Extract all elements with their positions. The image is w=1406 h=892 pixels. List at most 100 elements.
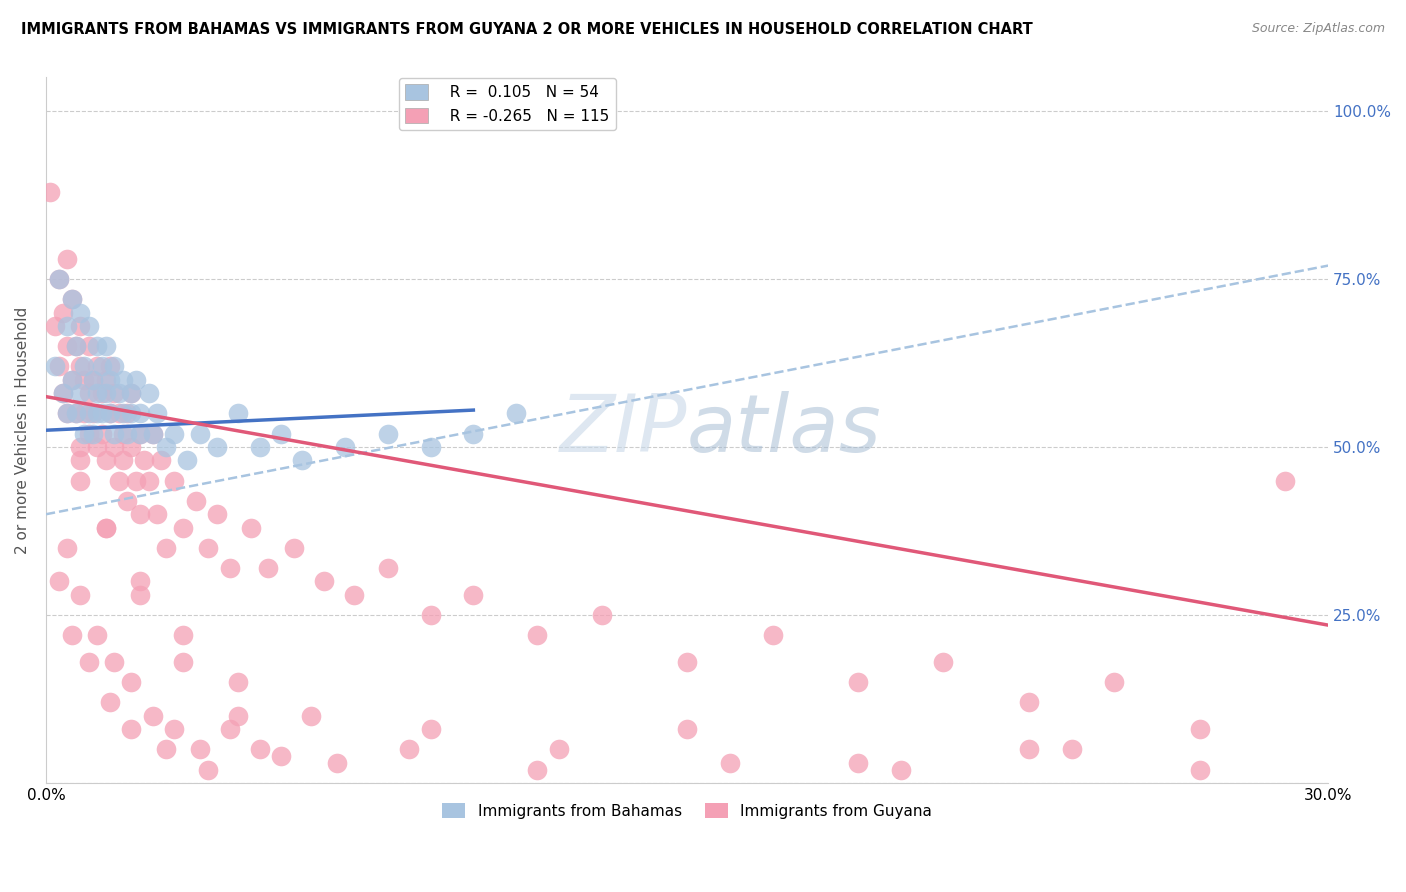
Point <box>98 406 121 420</box>
Point <box>291 453 314 467</box>
Point <box>56 541 79 555</box>
Point <box>176 453 198 467</box>
Point <box>155 742 177 756</box>
Point <box>77 426 100 441</box>
Point <box>69 305 91 319</box>
Point <box>90 386 112 401</box>
Point <box>270 749 292 764</box>
Point <box>107 474 129 488</box>
Point <box>120 386 142 401</box>
Point <box>163 474 186 488</box>
Point <box>69 319 91 334</box>
Point <box>65 406 87 420</box>
Point <box>547 742 569 756</box>
Point <box>48 272 70 286</box>
Point <box>56 406 79 420</box>
Point <box>52 386 75 401</box>
Point <box>86 339 108 353</box>
Point <box>333 440 356 454</box>
Point <box>56 319 79 334</box>
Point <box>86 628 108 642</box>
Point <box>463 426 485 441</box>
Point <box>103 359 125 374</box>
Point <box>249 440 271 454</box>
Point <box>98 406 121 420</box>
Point <box>218 561 240 575</box>
Point <box>257 561 280 575</box>
Point <box>73 359 96 374</box>
Point <box>172 655 194 669</box>
Text: IMMIGRANTS FROM BAHAMAS VS IMMIGRANTS FROM GUYANA 2 OR MORE VEHICLES IN HOUSEHOL: IMMIGRANTS FROM BAHAMAS VS IMMIGRANTS FR… <box>21 22 1033 37</box>
Point <box>86 440 108 454</box>
Point <box>86 386 108 401</box>
Point <box>56 252 79 266</box>
Point <box>52 386 75 401</box>
Point <box>77 406 100 420</box>
Point <box>94 453 117 467</box>
Point <box>77 339 100 353</box>
Point <box>77 319 100 334</box>
Point <box>82 373 104 387</box>
Point <box>56 406 79 420</box>
Point <box>107 386 129 401</box>
Point <box>69 440 91 454</box>
Point <box>226 675 249 690</box>
Point <box>526 628 548 642</box>
Point <box>120 440 142 454</box>
Point <box>1018 742 1040 756</box>
Point <box>69 359 91 374</box>
Point <box>73 426 96 441</box>
Point <box>138 386 160 401</box>
Point <box>398 742 420 756</box>
Point <box>77 386 100 401</box>
Point <box>932 655 955 669</box>
Point <box>129 406 152 420</box>
Point <box>172 521 194 535</box>
Point <box>138 474 160 488</box>
Point <box>249 742 271 756</box>
Point <box>419 608 441 623</box>
Point <box>73 373 96 387</box>
Point <box>111 406 134 420</box>
Text: ZIP: ZIP <box>560 392 688 469</box>
Point <box>240 521 263 535</box>
Point <box>94 521 117 535</box>
Point <box>60 292 83 306</box>
Point <box>846 675 869 690</box>
Point <box>120 406 142 420</box>
Point <box>120 675 142 690</box>
Point <box>111 426 134 441</box>
Point <box>90 359 112 374</box>
Point <box>69 386 91 401</box>
Point <box>591 608 613 623</box>
Point <box>86 359 108 374</box>
Point <box>86 406 108 420</box>
Point <box>69 588 91 602</box>
Point <box>226 406 249 420</box>
Point <box>125 373 148 387</box>
Point <box>90 406 112 420</box>
Point <box>377 426 399 441</box>
Point <box>505 406 527 420</box>
Point <box>44 359 66 374</box>
Point <box>69 453 91 467</box>
Point <box>155 541 177 555</box>
Point <box>1274 474 1296 488</box>
Point <box>142 426 165 441</box>
Point <box>111 453 134 467</box>
Point <box>197 763 219 777</box>
Point <box>142 709 165 723</box>
Point <box>90 426 112 441</box>
Point <box>890 763 912 777</box>
Point <box>98 373 121 387</box>
Point <box>82 426 104 441</box>
Point <box>134 453 156 467</box>
Point <box>82 373 104 387</box>
Point <box>39 185 62 199</box>
Point <box>188 742 211 756</box>
Point <box>1188 723 1211 737</box>
Point <box>146 406 169 420</box>
Point <box>94 339 117 353</box>
Point <box>94 373 117 387</box>
Point <box>1018 695 1040 709</box>
